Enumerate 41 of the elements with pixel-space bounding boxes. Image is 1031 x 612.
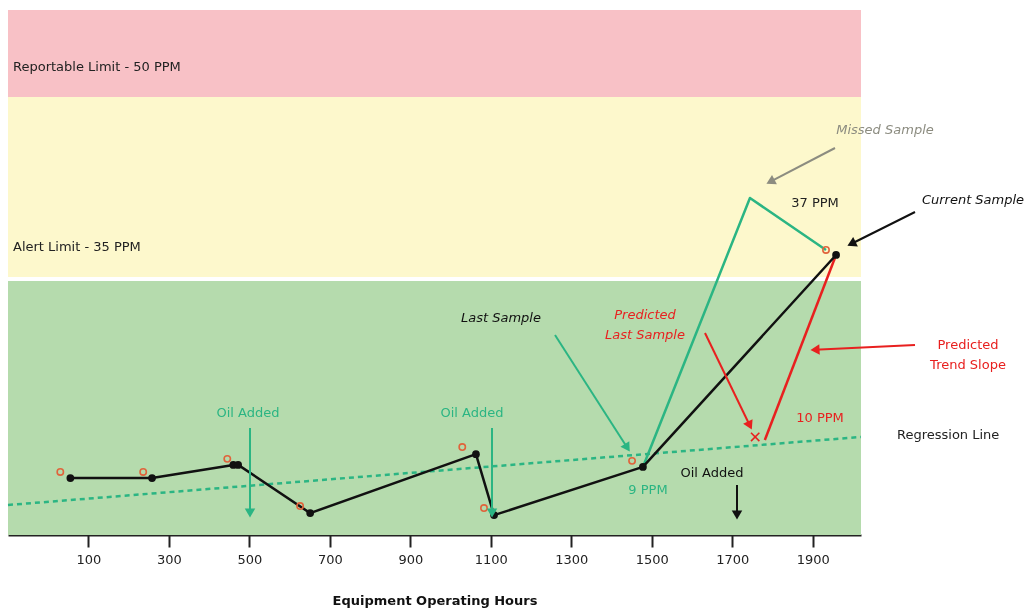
x-tick-label: 100 xyxy=(76,551,102,567)
annotation: 10 PPM xyxy=(796,410,844,425)
annotation: Last Sample xyxy=(461,310,541,325)
text: Regression Line xyxy=(897,427,1000,442)
point xyxy=(822,245,830,254)
text: Missed Sample xyxy=(836,122,934,137)
x-tick-label: 900 xyxy=(398,551,424,567)
x-tick-label: 1500 xyxy=(635,551,669,567)
point xyxy=(234,461,243,469)
point xyxy=(750,431,761,442)
annotation: Oil Added xyxy=(216,405,280,420)
x-tick-label: 1700 xyxy=(716,551,750,567)
point xyxy=(458,443,467,452)
x-axis-title: Equipment Operating Hours xyxy=(332,592,538,608)
point xyxy=(66,474,75,482)
x-tick-label: 1100 xyxy=(474,551,508,567)
point xyxy=(480,504,488,512)
point xyxy=(56,468,65,476)
annotation: 37 PPM xyxy=(791,195,839,210)
band-label: Alert Limit - 35 PPM xyxy=(13,238,141,254)
annotation: 9 PPM xyxy=(628,482,668,497)
point xyxy=(139,468,148,476)
point xyxy=(148,474,156,482)
annotation: Predicted Last Sample xyxy=(605,307,685,342)
point xyxy=(639,463,647,471)
annotation: Oil Added xyxy=(440,405,504,420)
text: Current Sample xyxy=(921,192,1025,207)
band-label: Reportable Limit - 50 PPM xyxy=(13,58,181,74)
x-tick-label: 700 xyxy=(317,551,343,567)
point xyxy=(306,509,315,517)
point xyxy=(832,251,840,259)
x-tick-label: 500 xyxy=(237,551,263,567)
x-tick-label: 1900 xyxy=(796,551,830,567)
x-tick-label: 300 xyxy=(157,551,182,567)
annotation: Oil Added xyxy=(680,465,744,480)
point xyxy=(223,454,232,463)
point xyxy=(296,502,305,510)
point xyxy=(628,456,637,465)
x-tick-label: 1300 xyxy=(555,551,589,567)
point xyxy=(472,450,480,458)
text: Predicted Trend Slope xyxy=(929,337,1006,372)
